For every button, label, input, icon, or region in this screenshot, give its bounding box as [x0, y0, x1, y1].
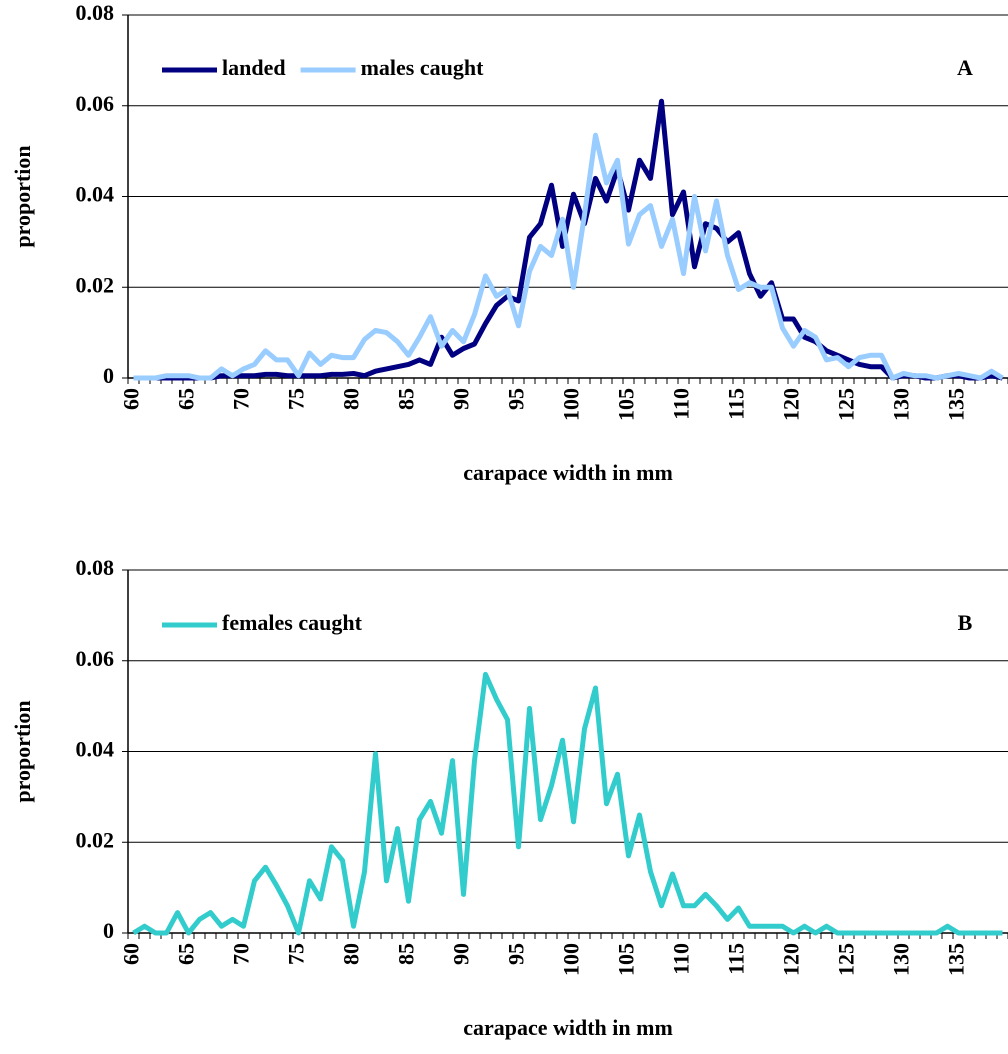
y-axis-title: proportion — [10, 145, 35, 247]
x-tick-label: 110 — [669, 388, 694, 420]
x-tick-label: 125 — [834, 388, 859, 421]
x-tick-label: 120 — [779, 943, 804, 976]
x-tick-label: 90 — [449, 388, 474, 410]
x-tick-label: 85 — [394, 388, 419, 410]
panel-label: A — [957, 55, 973, 80]
x-tick-label: 75 — [284, 388, 309, 410]
y-tick-label: 0.08 — [76, 0, 115, 25]
x-tick-label: 130 — [889, 388, 914, 421]
y-tick-label: 0 — [103, 918, 114, 943]
x-tick-label: 120 — [779, 388, 804, 421]
x-tick-label: 100 — [559, 388, 584, 421]
x-tick-label: 95 — [504, 943, 529, 965]
y-tick-label: 0.08 — [76, 555, 115, 580]
legend-label: landed — [222, 55, 286, 80]
y-tick-label: 0.04 — [76, 182, 115, 207]
x-tick-label: 70 — [229, 943, 254, 965]
x-tick-label: 130 — [889, 943, 914, 976]
x-tick-label: 115 — [724, 943, 749, 975]
data-line — [133, 132, 1004, 381]
panel-label: B — [958, 610, 973, 635]
x-tick-label: 115 — [724, 388, 749, 420]
x-tick-label: 70 — [229, 388, 254, 410]
x-axis-title: carapace width in mm — [463, 1015, 673, 1040]
legend-label: males caught — [361, 55, 485, 80]
x-tick-label: 95 — [504, 388, 529, 410]
y-tick-label: 0.06 — [76, 91, 115, 116]
y-tick-label: 0.06 — [76, 646, 115, 671]
y-tick-label: 0.02 — [76, 272, 115, 297]
y-axis-title: proportion — [10, 700, 35, 802]
x-tick-label: 110 — [669, 943, 694, 975]
x-tick-label: 75 — [284, 943, 309, 965]
x-tick-label: 100 — [559, 943, 584, 976]
y-tick-label: 0.04 — [76, 737, 115, 762]
x-tick-label: 90 — [449, 943, 474, 965]
x-tick-label: 80 — [339, 388, 364, 410]
x-tick-label: 60 — [119, 943, 144, 965]
x-tick-label: 105 — [614, 388, 639, 421]
x-tick-label: 60 — [119, 388, 144, 410]
x-axis-title: carapace width in mm — [463, 460, 673, 485]
x-tick-label: 105 — [614, 943, 639, 976]
data-line — [132, 671, 1003, 936]
x-tick-label: 65 — [174, 943, 199, 965]
y-tick-label: 0 — [103, 363, 114, 388]
data-line — [133, 98, 1004, 381]
x-tick-label: 135 — [944, 388, 969, 421]
y-tick-label: 0.02 — [76, 827, 115, 852]
legend-label: females caught — [222, 610, 363, 635]
x-tick-label: 125 — [834, 943, 859, 976]
x-tick-label: 65 — [174, 388, 199, 410]
x-tick-label: 85 — [394, 943, 419, 965]
x-tick-label: 80 — [339, 943, 364, 965]
x-tick-label: 135 — [944, 943, 969, 976]
